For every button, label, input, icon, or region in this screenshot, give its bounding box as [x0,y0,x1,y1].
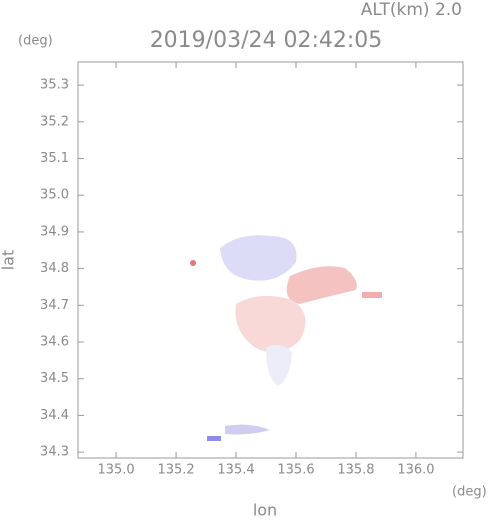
x-tick-label: 136.0 [397,463,434,478]
y-tick-label: 35.2 [40,114,69,129]
x-tick-label: 135.2 [157,463,194,478]
chart-subtitle: ALT(km) 2.0 [361,0,462,20]
y-tick-label: 35.3 [40,78,69,93]
echo-red [190,260,196,266]
echo-blue [225,424,270,435]
y-tick-label: 34.9 [40,224,69,239]
y-axis-label: lat [0,250,18,271]
y-tick-label: 34.4 [40,408,69,423]
x-tick-label: 135.0 [97,463,134,478]
echo-blue [220,235,297,281]
radar-echo [190,235,382,441]
y-tick-label: 35.1 [40,151,69,166]
x-tick-label: 135.8 [337,463,374,478]
y-tick-label: 35.0 [40,188,69,203]
x-unit: (deg) [452,485,487,500]
y-unit: (deg) [18,34,53,49]
plot-frame [77,61,464,459]
y-tick-label: 34.8 [40,261,69,276]
echo-blue [207,436,221,441]
x-tick-label: 135.6 [277,463,314,478]
echo-pink [362,292,382,298]
echo-pink [235,295,306,353]
y-tick-label: 34.3 [40,445,69,460]
x-axis-label: lon [253,501,277,520]
chart-title: 2019/03/24 02:42:05 [150,28,383,53]
y-tick-label: 34.6 [40,335,69,350]
echo-blue [266,344,292,386]
y-tick-label: 34.7 [40,298,69,313]
y-tick-label: 34.5 [40,371,69,386]
echo-pink [286,266,357,304]
x-tick-label: 135.4 [217,463,254,478]
